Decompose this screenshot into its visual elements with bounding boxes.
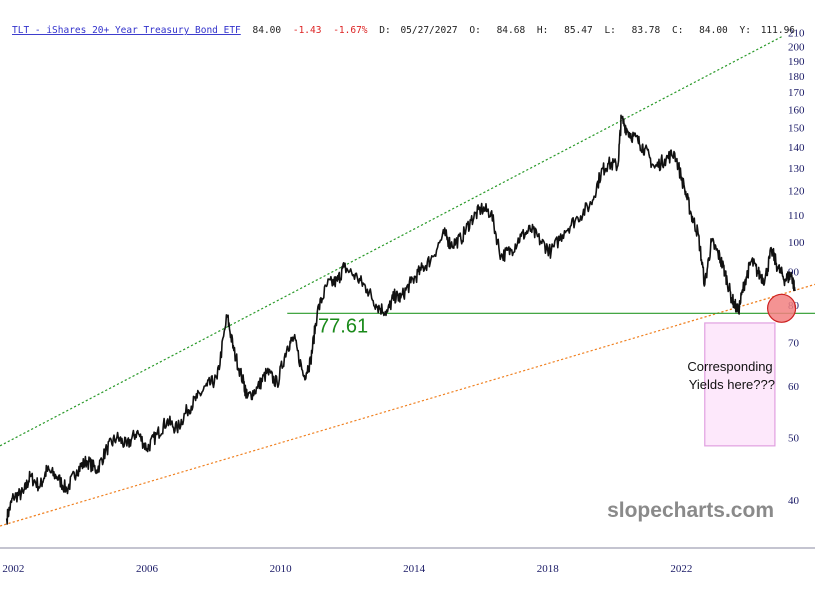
x-tick-label: 2018 bbox=[537, 563, 560, 575]
x-tick-label: 2010 bbox=[270, 563, 293, 575]
y-tick-label: 70 bbox=[788, 337, 800, 349]
chart-header: TLT - iShares 20+ Year Treasury Bond ETF… bbox=[12, 25, 795, 36]
y-label: Y: bbox=[740, 25, 751, 36]
high-value: 85.47 bbox=[564, 25, 593, 36]
lower-channel-line bbox=[0, 283, 815, 527]
x-tick-label: 2002 bbox=[2, 563, 24, 575]
high-label: H: bbox=[537, 25, 548, 36]
price-change-pct: -1.67% bbox=[333, 25, 368, 36]
watermark: slopecharts.com bbox=[607, 499, 774, 522]
annotation-box bbox=[704, 322, 776, 447]
close-label: C: bbox=[672, 25, 683, 36]
x-axis: 2002 2006 2010 2014 2018 2022 bbox=[2, 563, 692, 575]
low-label: L: bbox=[604, 25, 615, 36]
date-value: 05/27/2027 bbox=[400, 25, 457, 36]
price-change: -1.43 bbox=[293, 25, 322, 36]
y-tick-label: 170 bbox=[788, 87, 805, 99]
low-value: 83.78 bbox=[632, 25, 661, 36]
open-label: O: bbox=[469, 25, 480, 36]
y-tick-label: 140 bbox=[788, 142, 805, 154]
ticker-link[interactable]: TLT - iShares 20+ Year Treasury Bond ETF bbox=[12, 25, 241, 36]
y-tick-label: 150 bbox=[788, 123, 805, 135]
y-tick-label: 40 bbox=[788, 495, 800, 507]
y-tick-label: 120 bbox=[788, 185, 805, 197]
y-tick-label: 110 bbox=[788, 210, 805, 222]
y-axis: 4050607080901001101201301401501601701801… bbox=[788, 28, 805, 508]
y-tick-label: 200 bbox=[788, 41, 805, 53]
y-tick-label: 130 bbox=[788, 163, 805, 175]
target-circle bbox=[766, 293, 797, 323]
y-tick-label: 160 bbox=[788, 104, 805, 116]
x-tick-label: 2022 bbox=[670, 563, 692, 575]
y-tick-label: 210 bbox=[788, 28, 805, 40]
last-price: 84.00 bbox=[253, 25, 282, 36]
close-value: 84.00 bbox=[699, 25, 728, 36]
support-level-label: 77.61 bbox=[318, 315, 368, 337]
x-tick-label: 2014 bbox=[403, 563, 426, 575]
y-value: 111.96 bbox=[761, 25, 796, 36]
price-series-line bbox=[5, 114, 796, 525]
y-tick-label: 180 bbox=[788, 71, 805, 83]
annotation-line-1: Corresponding bbox=[687, 359, 772, 374]
y-tick-label: 50 bbox=[788, 432, 800, 444]
y-tick-label: 100 bbox=[788, 237, 805, 249]
y-tick-label: 190 bbox=[788, 56, 805, 68]
annotation-line-2: Yields here??? bbox=[689, 377, 775, 392]
open-value: 84.68 bbox=[497, 25, 526, 36]
y-tick-label: 60 bbox=[788, 381, 800, 393]
y-tick-label: 90 bbox=[788, 267, 800, 279]
x-tick-label: 2006 bbox=[136, 563, 159, 575]
date-label: D: bbox=[379, 25, 390, 36]
upper-channel-line bbox=[0, 36, 782, 447]
annotation-text: Corresponding Yields here??? bbox=[687, 359, 776, 392]
